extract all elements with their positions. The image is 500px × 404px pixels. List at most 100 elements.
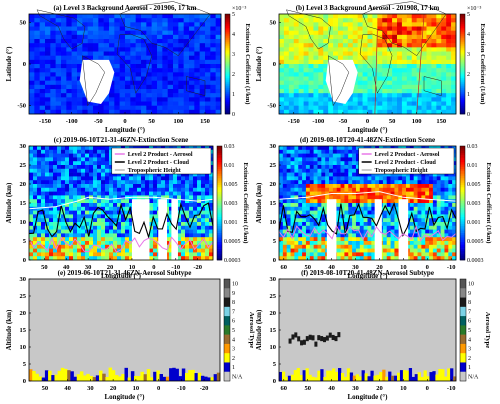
heatmap-cell — [417, 214, 422, 219]
heatmap-cell — [41, 218, 46, 223]
heatmap-cell — [45, 76, 51, 81]
heatmap-cell — [387, 30, 393, 36]
heatmap-cell — [45, 153, 50, 158]
heatmap-cell — [313, 222, 318, 227]
heatmap-cell — [55, 68, 62, 73]
heatmap-cell — [286, 233, 291, 238]
heatmap-cell — [340, 252, 345, 257]
heatmap-cell — [367, 34, 373, 40]
colorbar-segment — [460, 84, 465, 87]
heatmap-cell — [298, 109, 304, 115]
subtype-cell — [99, 370, 103, 381]
heatmap-cell — [367, 68, 373, 73]
heatmap-cell — [294, 184, 299, 189]
heatmap-cell — [298, 93, 304, 98]
heatmap-cell — [89, 248, 94, 253]
heatmap-cell — [441, 55, 447, 61]
heatmap-cell — [446, 105, 452, 111]
heatmap-cell — [317, 153, 322, 158]
heatmap-cell — [386, 237, 391, 242]
heatmap-cell — [290, 252, 295, 257]
panel-c-title: (c) 2019-06-10T21-31-46ZN-Extinction Sce… — [54, 136, 189, 144]
heatmap-cell — [293, 68, 299, 73]
heatmap-cell — [81, 214, 86, 219]
subtype-cell — [102, 373, 106, 381]
heatmap-cell — [205, 244, 210, 249]
heatmap-cell — [382, 76, 388, 81]
heatmap-cell — [157, 47, 163, 52]
heatmap-cell — [421, 184, 426, 189]
heatmap-cell — [34, 109, 40, 115]
subtype-cell — [76, 374, 81, 381]
heatmap-cell — [167, 68, 174, 73]
heatmap-cell — [82, 93, 88, 98]
heatmap-cell — [130, 22, 136, 27]
heatmap-cell — [77, 233, 82, 238]
heatmap-cell — [421, 214, 426, 219]
heatmap-cell — [66, 26, 72, 31]
heatmap-cell — [89, 256, 94, 261]
heatmap-cell — [66, 55, 72, 61]
heatmap-cell — [372, 14, 378, 19]
heatmap-cell — [390, 248, 395, 253]
heatmap-cell — [279, 195, 284, 200]
heatmap-cell — [279, 256, 284, 261]
heatmap-cell — [66, 59, 72, 65]
colorbar-segment — [225, 90, 230, 93]
colorbar-segment — [217, 248, 222, 252]
heatmap-cell — [66, 72, 72, 77]
heatmap-cell — [390, 172, 395, 177]
heatmap-cell — [82, 109, 88, 115]
heatmap-cell — [82, 97, 88, 102]
colorbar-segment — [460, 232, 465, 236]
heatmap-cell — [77, 80, 83, 86]
heatmap-cell — [177, 252, 182, 257]
heatmap-cell — [417, 176, 422, 181]
heatmap-cell — [205, 109, 211, 115]
heatmap-cell — [401, 55, 408, 61]
heatmap-cell — [93, 146, 98, 151]
y-tick-label: 10 — [270, 219, 277, 226]
heatmap-cell — [392, 18, 398, 23]
heatmap-cell — [294, 146, 299, 151]
heatmap-cell — [293, 39, 299, 44]
heatmap-cell — [133, 191, 138, 196]
heatmap-cell — [119, 72, 126, 77]
heatmap-cell — [329, 176, 334, 181]
heatmap-cell — [199, 97, 206, 102]
heatmap-cell — [61, 199, 66, 204]
heatmap-cell — [93, 256, 98, 261]
heatmap-cell — [397, 39, 403, 44]
heatmap-cell — [309, 199, 314, 204]
heatmap-cell — [338, 101, 344, 106]
heatmap-cell — [282, 248, 287, 253]
heatmap-cell — [141, 184, 146, 189]
heatmap-cell — [286, 180, 291, 185]
heatmap-cell — [39, 72, 46, 77]
heatmap-cell — [117, 233, 122, 238]
colorbar-segment — [460, 72, 465, 75]
heatmap-cell — [392, 93, 398, 98]
heatmap-cell — [98, 47, 104, 52]
heatmap-cell — [197, 233, 202, 238]
heatmap-cell — [421, 241, 426, 246]
heatmap-cell — [394, 244, 399, 249]
heatmap-cell — [151, 55, 158, 61]
heatmap-cell — [342, 55, 349, 61]
heatmap-cell — [406, 43, 413, 48]
heatmap-cell — [193, 187, 198, 192]
heatmap-cells — [29, 14, 222, 115]
heatmap-cell — [432, 225, 438, 230]
heatmap-cell — [305, 191, 311, 196]
heatmap-cell — [357, 55, 363, 61]
heatmap-cell — [440, 256, 445, 261]
heatmap-cell — [109, 84, 115, 90]
heatmap-cell — [85, 218, 90, 223]
heatmap-cell — [205, 68, 211, 73]
heatmap-cell — [77, 39, 83, 44]
heatmap-cell — [141, 105, 147, 111]
heatmap-cell — [55, 39, 62, 44]
heatmap-cell — [73, 248, 78, 253]
heatmap-cell — [109, 168, 114, 173]
heatmap-cell — [451, 18, 457, 23]
